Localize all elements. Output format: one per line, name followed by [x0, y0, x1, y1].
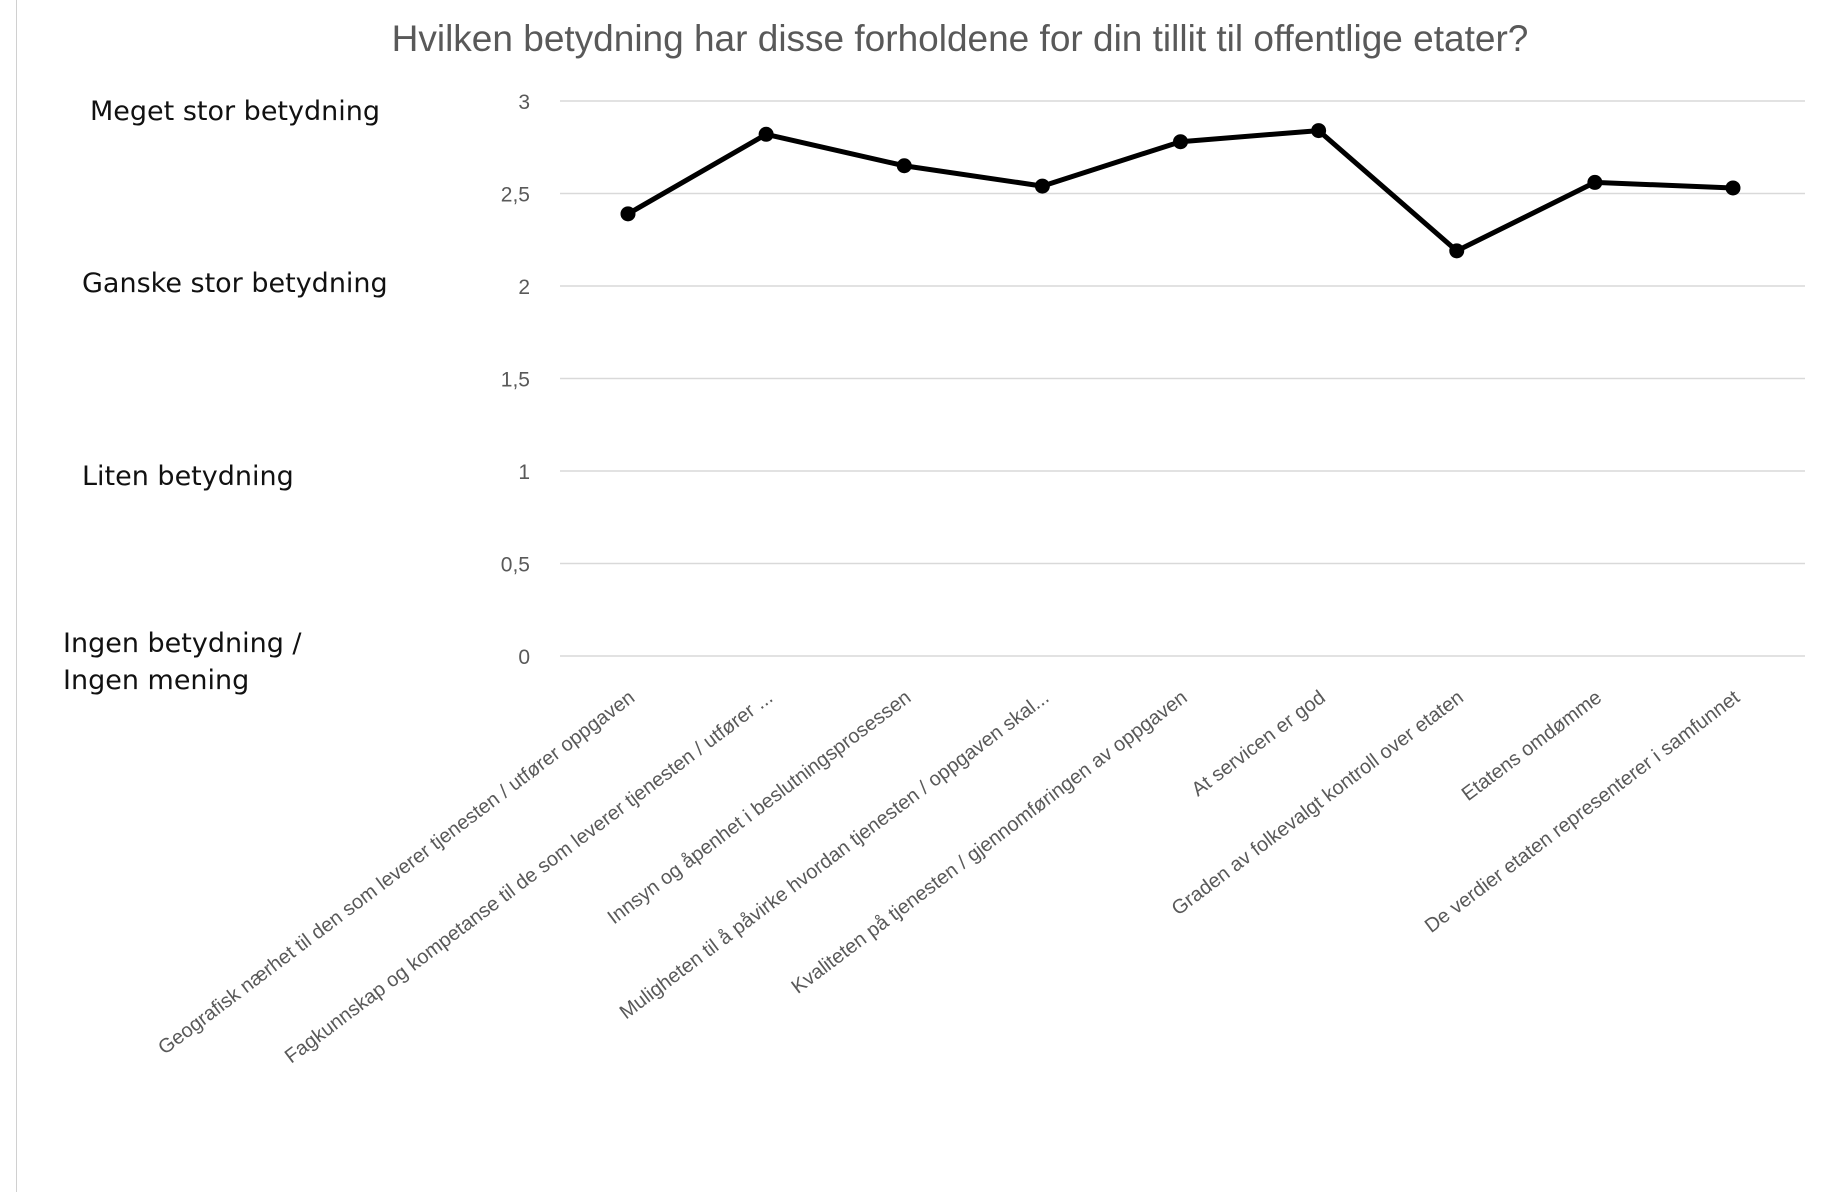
x-tick-label: Etatens omdømme — [1458, 686, 1606, 805]
chart-title: Hvilken betydning har disse forholdene f… — [391, 18, 1529, 59]
x-axis-labels: Geografisk nærhet til den som leverer tj… — [154, 686, 1744, 1068]
x-tick-label: Geografisk nærhet til den som leverer tj… — [154, 686, 639, 1059]
y-tick-label: 2 — [518, 276, 530, 299]
y-tick-label: 1 — [518, 461, 530, 484]
x-tick-label: De verdier etaten representerer i samfun… — [1421, 686, 1744, 937]
side-label-ingen-line-1: Ingen betydning / — [63, 628, 302, 659]
side-label-ganske-stor: Ganske stor betydning — [82, 268, 388, 299]
data-point — [1311, 123, 1327, 139]
data-point — [758, 126, 774, 142]
x-tick-label: At servicen er god — [1188, 686, 1330, 801]
data-point — [1587, 174, 1603, 190]
series-points — [620, 123, 1741, 259]
side-label-ingen-line-2: Ingen mening — [63, 665, 250, 696]
side-label-liten: Liten betydning — [82, 461, 294, 492]
y-tick-label: 3 — [518, 91, 530, 114]
side-label-ingen: Ingen betydning / Ingen mening — [63, 625, 302, 699]
gridlines — [560, 100, 1805, 657]
data-point — [1725, 180, 1741, 196]
y-tick-label: 0,5 — [501, 554, 530, 577]
data-point — [1449, 243, 1465, 259]
data-point — [620, 206, 636, 222]
x-tick-label: Innsyn og åpenhet i beslutningsprosessen — [604, 686, 916, 928]
y-tick-label: 0 — [518, 646, 530, 669]
x-tick-label: Fagkunnskap og kompetanse til de som lev… — [281, 686, 777, 1068]
y-axis-ticks: 0 0,5 1 1,5 2 2,5 3 — [501, 91, 530, 669]
frame-border — [16, 0, 17, 1192]
data-point — [1173, 134, 1188, 150]
data-point — [896, 158, 912, 174]
side-label-meget-stor: Meget stor betydning — [90, 96, 380, 127]
x-tick-label: Graden av folkevalgt kontroll over etate… — [1168, 686, 1468, 920]
data-point — [1034, 178, 1050, 194]
y-tick-label: 1,5 — [501, 369, 530, 392]
y-tick-label: 2,5 — [501, 184, 530, 207]
